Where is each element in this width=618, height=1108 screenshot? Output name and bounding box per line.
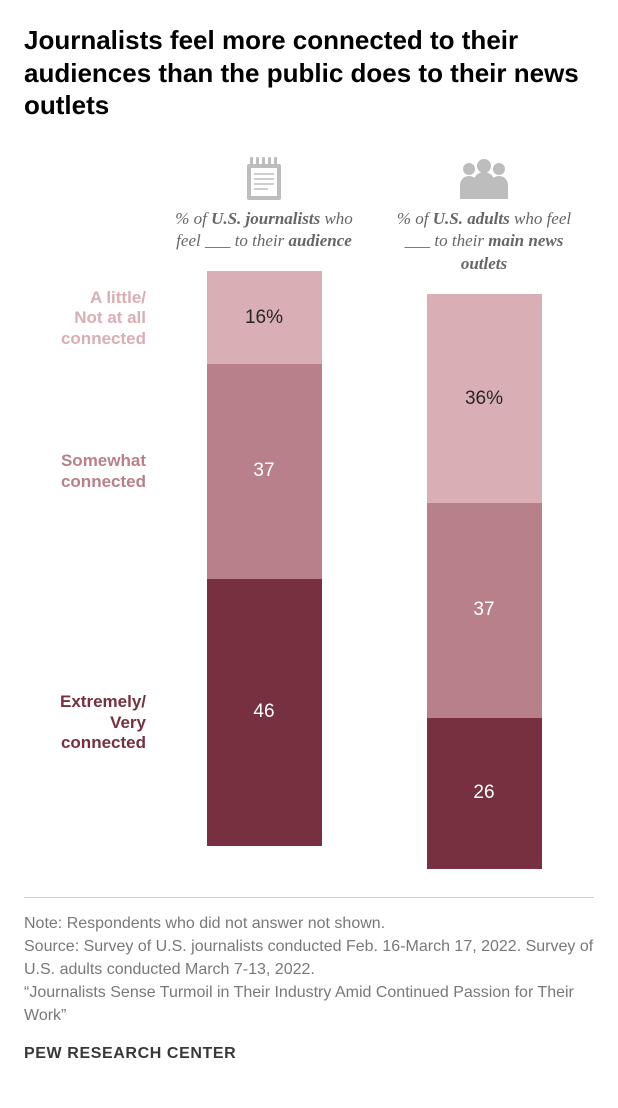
footer-source: Source: Survey of U.S. journalists condu… bbox=[24, 935, 594, 981]
column-header-adults: % of U.S. adults who feel ___ to their m… bbox=[394, 208, 574, 277]
chart-footer: Note: Respondents who did not answer not… bbox=[24, 897, 594, 1028]
segment-adults-0: 36% bbox=[427, 294, 542, 503]
hdr-prefix: % of bbox=[397, 209, 433, 228]
segment-adults-1: 37 bbox=[427, 503, 542, 718]
chart-area: A little/Not at allconnected Somewhatconn… bbox=[24, 150, 594, 869]
category-label-2: Extremely/Very connected bbox=[24, 692, 146, 753]
segment-journalists-2: 46 bbox=[207, 579, 322, 846]
category-label-1: Somewhatconnected bbox=[61, 451, 146, 492]
category-label-0: A little/Not at allconnected bbox=[61, 288, 146, 349]
footer-quote: “Journalists Sense Turmoil in Their Indu… bbox=[24, 981, 594, 1027]
hdr-bold2: audience bbox=[289, 231, 352, 250]
segment-journalists-0: 16% bbox=[207, 271, 322, 364]
segment-adults-2: 26 bbox=[427, 718, 542, 869]
chart-title: Journalists feel more connected to their… bbox=[24, 24, 594, 122]
column-journalists: % of U.S. journalists who feel ___ to th… bbox=[154, 150, 374, 869]
hdr-bold1: U.S. journalists bbox=[211, 209, 320, 228]
notepad-icon bbox=[242, 150, 286, 208]
hdr-bold1: U.S. adults bbox=[433, 209, 510, 228]
footer-note: Note: Respondents who did not answer not… bbox=[24, 912, 594, 935]
column-adults: % of U.S. adults who feel ___ to their m… bbox=[374, 150, 594, 869]
column-header-journalists: % of U.S. journalists who feel ___ to th… bbox=[174, 208, 354, 254]
segment-journalists-1: 37 bbox=[207, 364, 322, 579]
bar-journalists: 16%3746 bbox=[207, 271, 322, 845]
people-icon bbox=[455, 150, 513, 208]
hdr-prefix: % of bbox=[175, 209, 211, 228]
bar-adults: 36%3726 bbox=[427, 294, 542, 868]
attribution: PEW RESEARCH CENTER bbox=[24, 1045, 594, 1063]
